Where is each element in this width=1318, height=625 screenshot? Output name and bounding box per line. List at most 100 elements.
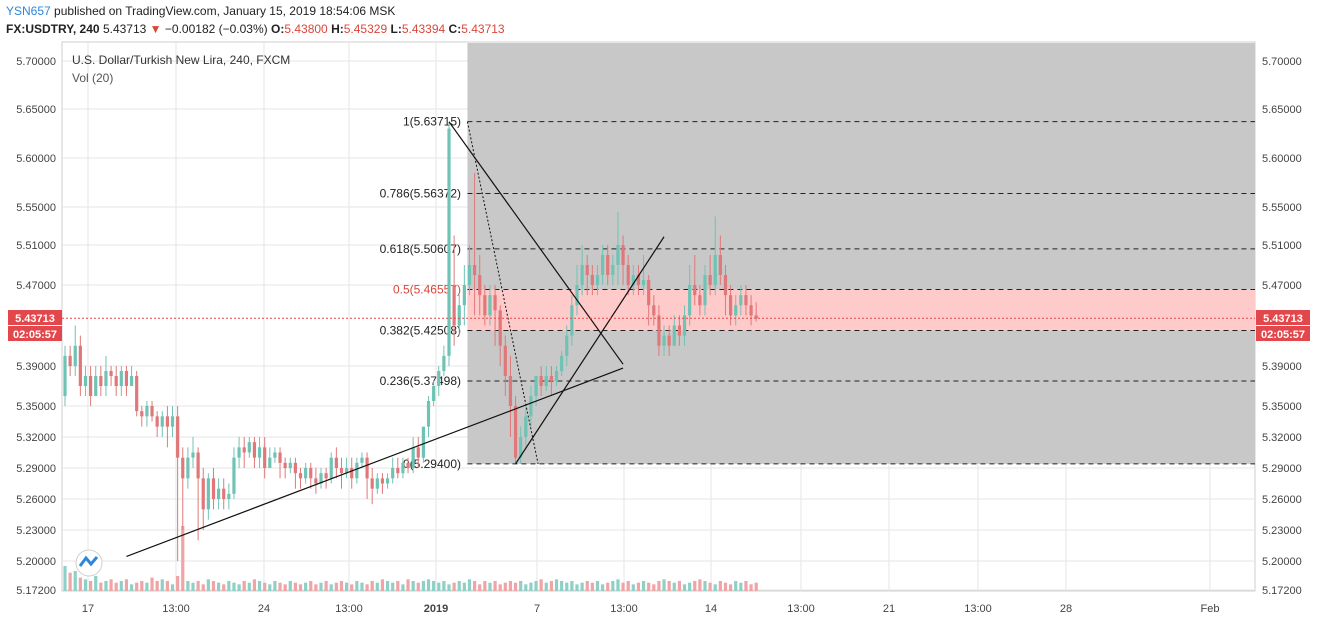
symbol-label: FX:USDTRY, 240 [6,22,100,36]
volume-bar [416,582,420,591]
candle-body [549,376,553,381]
volume-bar [483,581,487,591]
volume-bar [539,579,543,591]
volume-bar [647,582,651,591]
volume-bar [626,581,630,591]
candle-body [170,416,175,427]
y-tick-label-right: 5.65000 [1262,104,1302,116]
candle-body [493,295,497,311]
volume-bar [657,581,661,591]
candle-body [89,376,93,396]
volume-bar [319,582,323,591]
candle-body [606,255,610,275]
candle-body [488,295,492,316]
candle-body [135,376,139,412]
volume-bar [273,581,277,591]
volume-bar [432,581,436,591]
volume-bar [365,584,369,591]
volume-bar [601,584,605,591]
candle-body [621,245,625,265]
volume-bar [104,581,108,591]
volume-bar [181,526,185,591]
candle-body [693,285,697,296]
candle-body [739,295,743,306]
volume-bar [89,581,93,591]
candle-body [611,265,615,275]
candle-body [273,452,277,458]
candle-body [682,315,687,336]
x-tick-label: 24 [258,603,270,615]
volume-bar [698,579,702,591]
volume-bar [339,581,344,591]
volume-bar [749,584,753,591]
candle-body [109,371,113,376]
y-tick-label-left: 5.65000 [16,104,56,116]
x-tick-label: 14 [705,603,717,615]
y-tick-label-left: 5.47000 [16,280,56,292]
candle-body [749,305,753,316]
publisher-username[interactable]: YSN657 [6,4,51,18]
volume-bar [129,584,134,591]
volume-bar [145,582,149,591]
volume-bar [616,579,620,591]
candle-body [73,345,77,366]
candle-body [201,478,205,510]
volume-bar [595,581,600,591]
candle-body [114,376,118,386]
volume-bar [304,582,308,591]
volume-bar [580,582,584,591]
y-tick-label-left: 5.20000 [16,556,56,568]
candle-body [657,315,661,346]
volume-bar [493,581,497,591]
volume-bar [385,581,390,591]
volume-bar [688,582,692,591]
fib-level-label: 1(5.63715) [403,115,461,129]
candle-body [319,473,323,484]
trend-line [126,367,624,558]
volume-bar [186,581,190,591]
volume-bar [94,576,98,591]
volume-bar [467,579,472,591]
last-price: 5.43713 [102,22,147,36]
volume-bar [478,584,482,591]
candle-body [350,468,354,479]
volume-bar [677,581,681,591]
candle-body [360,457,364,463]
candle-body [529,396,533,417]
volume-bar [283,584,287,591]
candle-body [703,275,707,306]
candle-body [570,305,574,336]
price-tag-left-value: 5.43713 [15,313,55,325]
chart-legend-title: U.S. Dollar/Turkish New Lira, 240, FXCM [72,53,290,67]
price-tag-right: 5.43713 02:05:57 [1256,310,1310,341]
trend-line [515,236,665,465]
ohlc-line: FX:USDTRY, 240 5.43713 ▼ −0.00182 (−0.03… [6,22,505,36]
volume-bar [380,579,385,591]
candle-body [442,355,446,371]
candle-body [68,355,72,366]
volume-bar [452,582,456,591]
volume-bar [503,582,507,591]
y-tick-label-left: 5.26000 [16,494,56,506]
candle-body [713,255,717,285]
volume-bar [606,582,610,591]
tradingview-logo-icon [75,549,103,577]
candle-body [437,371,441,386]
volume-bar [560,581,564,591]
candle-body [304,468,308,479]
candle-body [667,335,671,346]
candle-body [616,245,620,265]
volume-bar [667,581,671,591]
volume-bar [693,581,697,591]
volume-bar [590,582,594,591]
volume-bar [534,581,538,591]
candle-body [145,406,149,417]
volume-bar [723,582,728,591]
candle-body [124,371,129,386]
candle-body [544,376,548,386]
candle-body [473,265,477,275]
y-tick-label-left: 5.51000 [16,240,56,252]
volume-bar [703,581,707,591]
volume-bar [744,581,748,591]
